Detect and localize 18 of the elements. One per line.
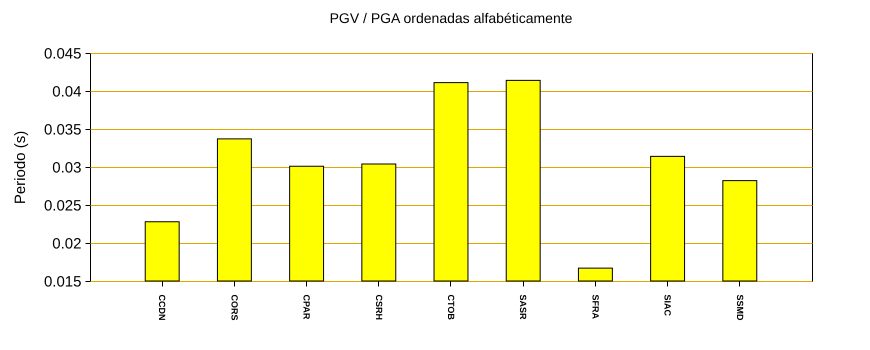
x-tick-label: SFRA [590, 294, 600, 320]
y-tick-label: 0.03 [52, 160, 82, 176]
x-tick-label: CORS [229, 294, 240, 321]
y-tick-label: 0.04 [52, 84, 82, 100]
y-tick-label: 0.025 [44, 198, 82, 214]
x-tick-label: SSMD [734, 294, 745, 322]
x-tick-label: SASR [518, 294, 528, 320]
y-tick-label: 0.02 [52, 236, 82, 252]
y-tick-label: 0.015 [44, 274, 82, 290]
x-tick-label: CTOB [446, 294, 456, 320]
x-tick-label: CPAR [302, 294, 312, 320]
y-tick-label: 0.035 [44, 122, 82, 138]
y-axis-title: Periodo (s) [12, 130, 29, 204]
x-tick-label: SIAC [662, 294, 673, 317]
chart-title: PGV / PGA ordenadas alfabéticamente [330, 10, 573, 26]
x-tick-label: CSRH [374, 294, 384, 320]
x-tick-label: CCDN [157, 294, 168, 320]
y-tick-label: 0.045 [44, 46, 82, 62]
